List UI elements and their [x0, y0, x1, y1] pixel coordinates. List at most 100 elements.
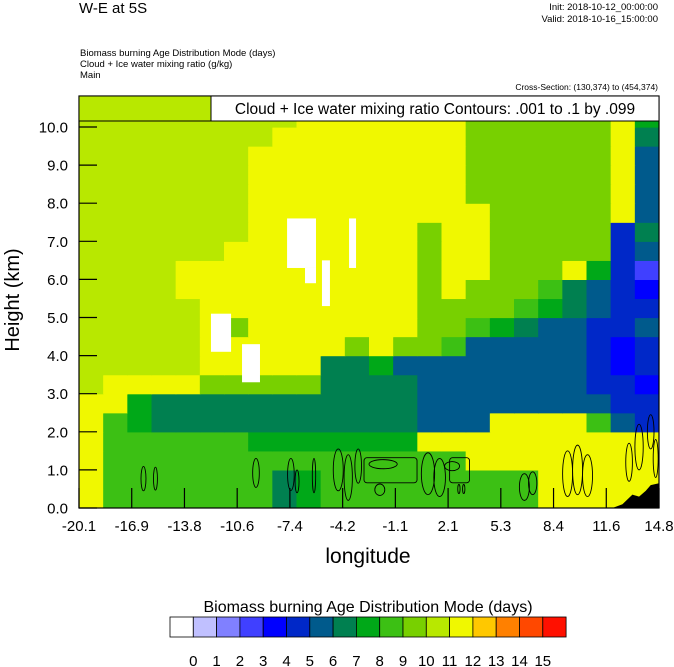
field-cell: [272, 127, 298, 147]
field-cell: [199, 146, 225, 166]
field-cell: [417, 203, 443, 223]
field-cell: [369, 412, 394, 433]
field-cell: [465, 146, 491, 166]
y-tick-label: 0.0: [47, 501, 68, 518]
field-cell: [296, 298, 322, 319]
field-cell: [441, 374, 467, 395]
y-tick-label: 6.0: [47, 272, 68, 289]
field-cell: [224, 393, 249, 414]
field-cell: [296, 184, 322, 204]
y-tick-label: 8.0: [47, 196, 68, 213]
field-description-age: Biomass burning Age Distribution Mode (d…: [80, 48, 276, 59]
colorbar: 0 1 2 3 4 5 6 7 8 9 10 11 12 13 14 15: [169, 616, 567, 667]
field-cell: [369, 431, 394, 452]
field-cell: [224, 241, 249, 261]
field-cell: [441, 298, 467, 319]
field-cell: [79, 203, 104, 223]
field-cell: [369, 488, 394, 508]
field-cell: [248, 241, 273, 261]
field-cell: [79, 488, 104, 508]
field-cell: [610, 469, 636, 490]
field-cell: [151, 127, 177, 147]
field-cell: [151, 336, 177, 357]
field-cell: [272, 298, 298, 319]
missing-regions: [210, 218, 357, 383]
field-cell: [224, 203, 249, 223]
field-cell: [393, 374, 418, 395]
field-cell: [586, 374, 612, 395]
contour-line: [294, 469, 300, 494]
field-cell: [151, 412, 177, 433]
field-cell: [489, 469, 515, 490]
field-cell: [465, 222, 491, 242]
field-cell: [562, 203, 588, 223]
field-cell: [393, 488, 418, 508]
x-tick-label: -10.6: [220, 518, 254, 535]
field-cell: [586, 336, 612, 357]
field-cell: [272, 450, 298, 471]
colorbar-title: Biomass burning Age Distribution Mode (d…: [203, 599, 532, 616]
field-cell: [586, 355, 612, 376]
contour-line: [287, 458, 295, 491]
field-cell: [634, 450, 659, 471]
field-cell: [417, 431, 443, 452]
field-cell: [320, 374, 346, 395]
field-cell: [175, 469, 201, 490]
field-cell: [79, 260, 104, 280]
field-cell: [344, 336, 370, 357]
field-cell: [248, 488, 273, 508]
field-cell: [538, 488, 563, 508]
field-cell: [441, 450, 467, 471]
field-cell: [610, 146, 636, 166]
field-cell: [127, 184, 153, 204]
field-cell: [103, 260, 128, 280]
field-cell: [610, 393, 636, 414]
contour-line: [625, 442, 633, 482]
field-cell: [369, 393, 394, 414]
field-cell: [393, 222, 418, 242]
field-cell: [248, 393, 273, 414]
field-cell: [296, 165, 322, 185]
field-cell: [465, 336, 491, 357]
contour-line: [652, 438, 659, 478]
colorbar-label: 6: [329, 653, 337, 667]
colorbar-label: 4: [282, 653, 290, 667]
field-cell: [610, 127, 636, 147]
field-cell: [320, 165, 346, 185]
field-cell: [393, 412, 418, 433]
colorbar-box: [402, 616, 427, 638]
field-cell: [127, 317, 153, 338]
field-cell: [175, 203, 201, 223]
field-cell: [634, 431, 659, 452]
field-cell: [417, 393, 443, 414]
field-cell: [586, 431, 612, 452]
field-cell: [489, 412, 515, 433]
field-cell: [562, 355, 588, 376]
field-cell: [538, 241, 563, 261]
field-cell: [79, 393, 104, 414]
field-cell: [586, 184, 612, 204]
field-cell: [610, 279, 636, 300]
field-cell: [538, 184, 563, 204]
field-cell: [538, 336, 563, 357]
field-cell: [610, 450, 636, 471]
field-cell: [248, 431, 273, 452]
field-cell: [320, 469, 346, 490]
field-cell: [224, 469, 249, 490]
field-cell: [369, 279, 394, 300]
field-cell: [369, 469, 394, 490]
field-cell: [538, 393, 563, 414]
field-cell: [320, 241, 346, 261]
colorbar-label: 9: [399, 653, 407, 667]
x-tick-label: -20.1: [62, 518, 96, 535]
field-cell: [586, 393, 612, 414]
field-cell: [562, 336, 588, 357]
field-cell: [127, 165, 153, 185]
missing-region: [287, 218, 316, 268]
field-cell: [127, 355, 153, 376]
contour-line: [140, 466, 147, 492]
field-cell: [393, 469, 418, 490]
field-cell: [151, 431, 177, 452]
field-cell: [417, 488, 443, 508]
field-cell: [610, 165, 636, 185]
